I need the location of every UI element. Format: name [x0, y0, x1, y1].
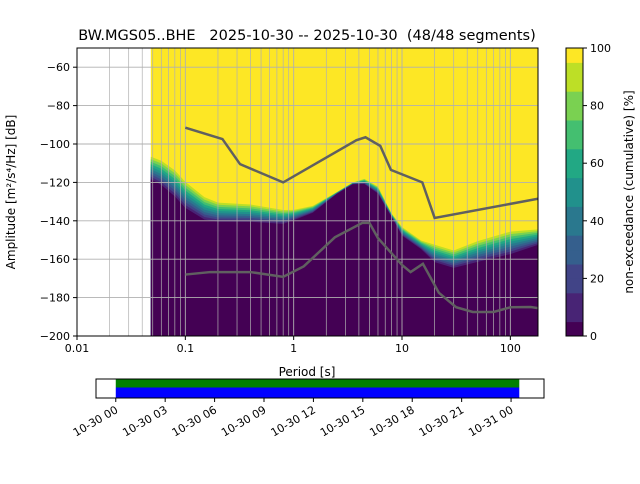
x-tick-label: 10	[395, 342, 409, 355]
coverage-tick-label: 10-30 12	[269, 403, 318, 439]
x-axis-label: Period [s]	[279, 365, 336, 379]
colorbar-tick-label: 40	[590, 215, 604, 228]
colorbar-segment	[566, 148, 583, 164]
colorbar-tick-label: 80	[590, 100, 604, 113]
colorbar-segment	[566, 206, 583, 222]
colorbar-tick-label: 20	[590, 272, 604, 285]
coverage-available-bar	[115, 379, 520, 388]
coverage-tick-label: 10-30 15	[318, 403, 367, 439]
y-tick-label: −60	[47, 61, 70, 74]
chart-title: BW.MGS05..BHE 2025-10-30 -- 2025-10-30 (…	[78, 28, 535, 44]
colorbar-segment	[566, 163, 583, 179]
colorbar-segment	[566, 134, 583, 150]
coverage-tick-label: 10-30 03	[120, 403, 169, 439]
coverage-tick-label: 10-30 21	[417, 403, 466, 439]
colorbar-tick-label: 60	[590, 157, 604, 170]
colorbar-segment	[566, 292, 583, 308]
colorbar-segment	[566, 307, 583, 323]
y-tick-label: −120	[40, 176, 70, 189]
nhnm-line	[184, 126, 538, 220]
coverage-tick-label: 10-30 09	[219, 403, 268, 439]
nlnm-line	[185, 221, 538, 314]
y-tick-label: −140	[40, 215, 70, 228]
colorbar-segment	[566, 120, 583, 135]
coverage-timeline: 10-30 00 10-30 03 10-30 06 10-30 09 10-30 12…	[71, 378, 545, 439]
y-tick-label: −160	[40, 253, 70, 266]
coverage-frame	[95, 378, 545, 399]
plot-frame	[76, 47, 539, 337]
colorbar-label: non-exceedance (cumulative) [%]	[622, 90, 636, 293]
colorbar-segment	[566, 321, 583, 337]
colorbar-segment	[566, 278, 583, 294]
colorbar-segment	[566, 220, 583, 236]
x-tick-label: 0.01	[65, 342, 90, 355]
y-tick-label: −180	[40, 292, 70, 305]
coverage-used-bar	[115, 387, 520, 398]
colorbar-segment	[566, 192, 583, 207]
colorbar-segment	[566, 235, 583, 251]
colorbar-tick-label: 0	[590, 330, 597, 343]
y-tick-label: −100	[40, 138, 70, 151]
colorbar-segment	[566, 105, 583, 121]
ppsd-plot-area: 0.01 0.1 1 10 100 −60 −80 −100 −120 −140 −160 −180 −…	[40, 47, 539, 355]
colorbar-segment	[566, 249, 583, 265]
colorbar-segment	[566, 91, 583, 107]
x-tick-label: 0.1	[177, 342, 195, 355]
coverage-tick-label: 10-30 18	[367, 403, 416, 439]
ppsd-band-layer	[150, 179, 538, 336]
x-tick-label: 100	[500, 342, 521, 355]
y-tick-label: −80	[47, 100, 70, 113]
y-axis-label: Amplitude [m²/s⁴/Hz] [dB]	[4, 115, 18, 270]
colorbar-segment	[566, 76, 583, 92]
coverage-tick-label: 10-31 00	[466, 403, 515, 439]
plot-content	[77, 48, 538, 336]
colorbar-segment	[566, 62, 583, 78]
colorbar: 0 20 40 60 80 100	[565, 42, 611, 343]
x-tick-label: 1	[290, 342, 297, 355]
colorbar-tick-label: 100	[590, 42, 611, 55]
colorbar-segment	[566, 48, 583, 63]
coverage-tick-label: 10-30 00	[71, 403, 120, 439]
colorbar-frame	[565, 47, 584, 337]
y-tick-label: −200	[40, 330, 70, 343]
colorbar-segment	[566, 264, 583, 279]
coverage-tick-label: 10-30 06	[170, 403, 219, 439]
colorbar-segment	[566, 177, 583, 193]
